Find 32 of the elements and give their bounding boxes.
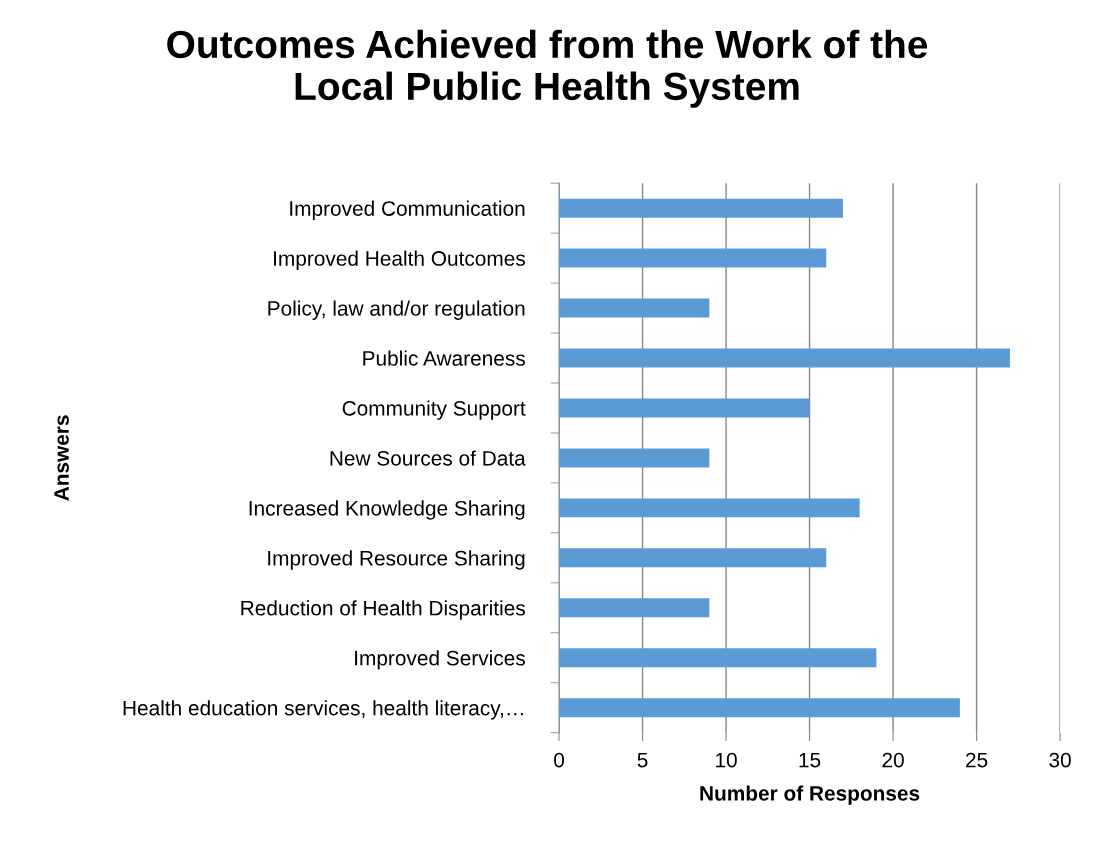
bar: [559, 648, 877, 668]
y-tick-label: Improved Services: [355, 650, 525, 670]
y-tick-label: Community Support: [342, 400, 526, 420]
bar: [559, 498, 860, 518]
y-tick-label: Improved Communication: [290, 200, 525, 221]
y-tick-label: Reduction of Health Disparities: [241, 600, 525, 620]
x-tick-label: 15: [799, 752, 821, 768]
bar: [559, 548, 827, 568]
x-tick-label: 20: [882, 752, 904, 768]
bar: [559, 298, 710, 318]
bar: [559, 198, 843, 218]
bar: [559, 248, 827, 268]
x-tick-label: 10: [716, 752, 737, 768]
x-tick-label: 5: [637, 752, 648, 768]
y-tick-label: Health education services, health literacy,…: [123, 700, 523, 720]
x-tick-label: 30: [1049, 752, 1071, 768]
bar: [559, 598, 710, 618]
y-tick-label: New Sources of Data: [330, 450, 526, 466]
y-tick-label: Improved Health Outcomes: [274, 250, 525, 270]
bar: [559, 348, 1010, 368]
y-axis-title: Answers: [54, 415, 69, 501]
x-tick-label: 0: [554, 752, 565, 768]
y-tick-label: Public Awareness: [363, 350, 525, 366]
bar: [559, 448, 710, 468]
x-axis-title: Number of Responses: [700, 785, 920, 805]
bar: [559, 398, 810, 418]
chart-title: Outcomes Achieved from the Work of the Local Public Health System: [167, 29, 928, 108]
y-tick-label: Improved Resource Sharing: [268, 550, 525, 570]
bar: [559, 698, 960, 718]
x-tick-label: 25: [966, 752, 988, 768]
y-tick-label: Increased Knowledge Sharing: [249, 500, 525, 520]
y-tick-label: Policy, law and/or regulation: [268, 300, 525, 320]
